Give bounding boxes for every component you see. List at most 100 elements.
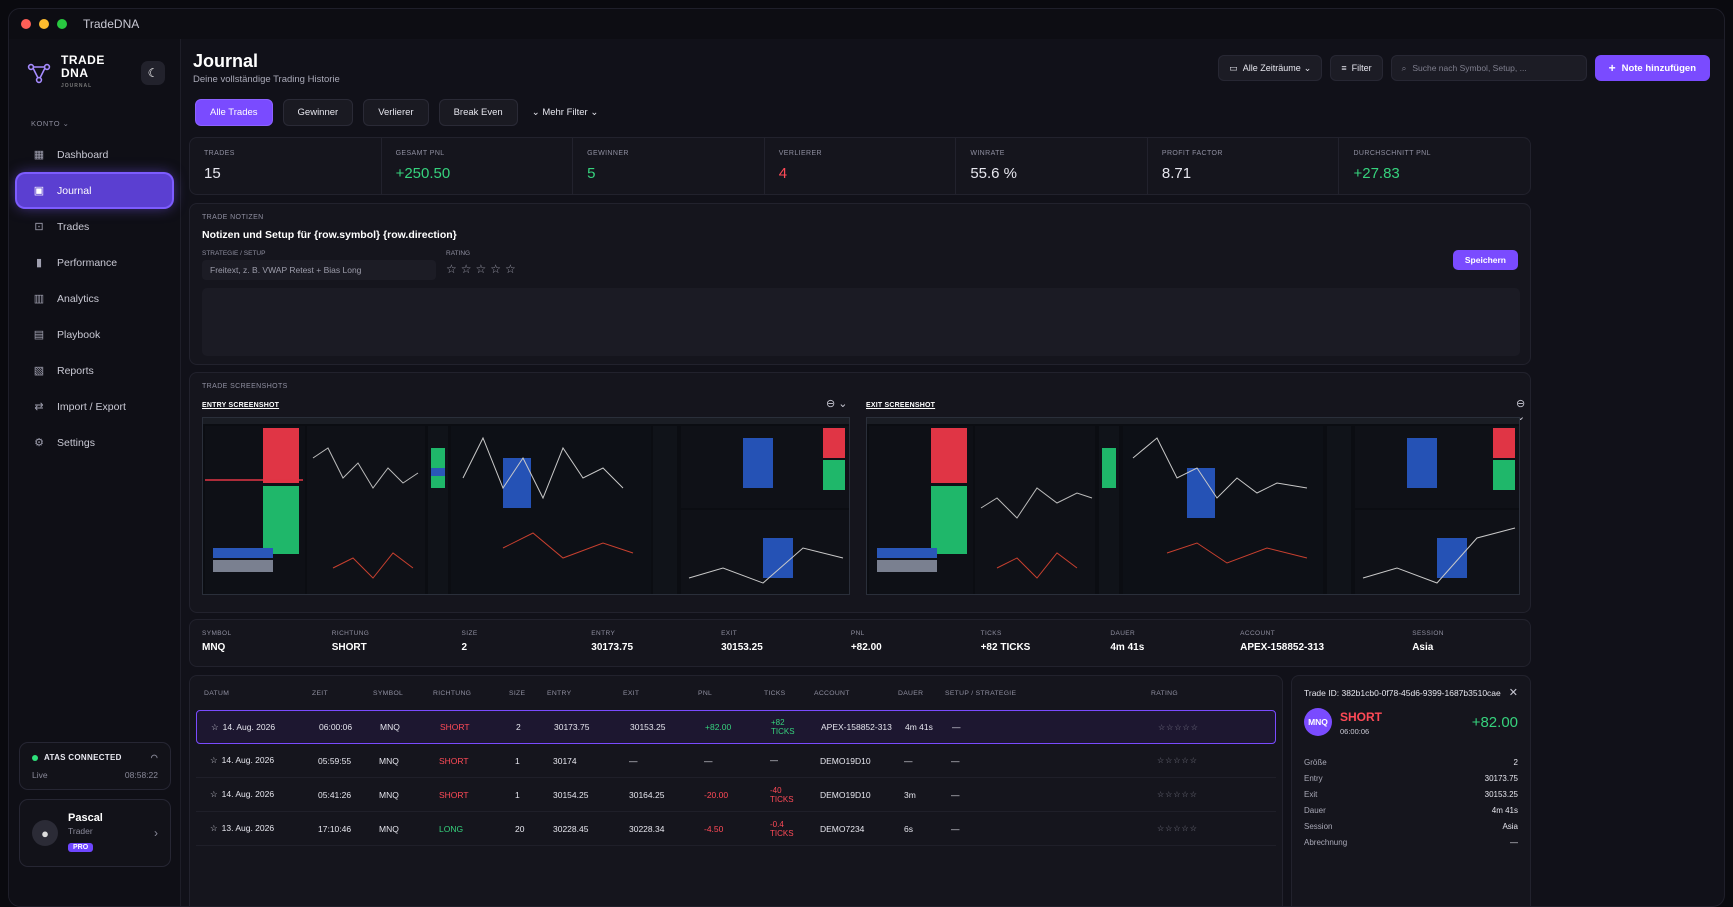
theme-toggle-button[interactable]: ☾ <box>141 61 165 85</box>
sidebar-item-import-export[interactable]: ⇄ Import / Export <box>17 390 172 423</box>
column-header[interactable]: DAUER <box>898 689 924 697</box>
header-toolbar: ▭ Alle Zeiträume ⌄ ≡ Filter ⌕ Suche nach Sym… <box>1218 55 1710 81</box>
column-header[interactable]: ENTRY <box>547 689 572 697</box>
page-title: Journal <box>193 51 259 71</box>
sidebar-item-trades[interactable]: ⊡ Trades <box>17 210 172 243</box>
summary-size: SIZE 2 <box>450 620 580 666</box>
column-header[interactable]: SETUP / STRATEGIE <box>945 689 1017 697</box>
ticks-unit: TICKS <box>770 794 794 804</box>
sidebar-item-journal[interactable]: ▣ Journal <box>17 174 172 207</box>
table-row[interactable]: ☆ 13. Aug. 2026 17:10:46 MNQ LONG 20 3022… <box>196 812 1276 846</box>
sidebar-item-performance[interactable]: ▮ Performance <box>17 246 172 279</box>
column-header[interactable]: ZEIT <box>312 689 328 697</box>
close-icon[interactable]: ✕ <box>1508 687 1518 699</box>
cell-time: 05:41:26 <box>318 789 352 800</box>
cell-exit: 30228.34 <box>629 823 665 834</box>
column-header[interactable]: SYMBOL <box>373 689 404 697</box>
filter-winners[interactable]: Gewinner <box>282 99 354 126</box>
exit-screenshot-image[interactable] <box>866 417 1520 595</box>
sidebar-item-reports[interactable]: ▧ Reports <box>17 354 172 387</box>
favorite-star-icon[interactable]: ☆ <box>210 755 218 765</box>
grid-icon: ▦ <box>33 149 45 161</box>
trade-direction: SHORT <box>1340 710 1382 724</box>
save-button[interactable]: Speichern <box>1452 250 1518 270</box>
screenshot-options-icon[interactable]: ⊖ ⌄ <box>826 398 848 410</box>
column-header[interactable]: TICKS <box>764 689 786 697</box>
column-header[interactable]: RICHTUNG <box>433 689 472 697</box>
cell-rating[interactable]: ☆☆☆☆☆ <box>1158 722 1199 732</box>
sidebar-item-label: Settings <box>57 436 95 449</box>
table-row[interactable]: ☆ 14. Aug. 2026 06:00:06 MNQ SHORT 2 3017… <box>196 710 1276 744</box>
column-header[interactable]: EXIT <box>623 689 640 697</box>
strategy-input[interactable]: Freitext, z. B. VWAP Retest + Bias Long <box>202 260 436 280</box>
cell-pnl: +82.00 <box>705 722 732 732</box>
connection-status: Live <box>32 770 48 780</box>
summary-label: RICHTUNG <box>331 630 370 637</box>
column-header[interactable]: PNL <box>698 689 713 697</box>
section-label-konto[interactable]: KONTO ⌄ <box>31 119 70 128</box>
sidebar-item-playbook[interactable]: ▤ Playbook <box>17 318 172 351</box>
title-bar: TradeDNA <box>9 9 1724 39</box>
strategy-label: STRATEGIE / SETUP <box>202 250 266 257</box>
filter-all-trades[interactable]: Alle Trades <box>195 99 273 126</box>
ticks-value: -0.4 <box>770 819 784 829</box>
add-note-button[interactable]: + Note hinzufügen <box>1594 55 1710 81</box>
cell-rating[interactable]: ☆☆☆☆☆ <box>1157 756 1198 765</box>
cell-duration: 4m 41s <box>905 722 933 732</box>
search-input[interactable]: ⌕ Suche nach Symbol, Setup, ... <box>1390 55 1587 81</box>
column-header[interactable]: DATUM <box>204 689 230 697</box>
filter-button[interactable]: ≡ Filter <box>1330 55 1383 81</box>
rating-stars[interactable]: ☆☆☆☆☆ <box>446 262 520 276</box>
table-row[interactable]: ☆ 14. Aug. 2026 05:41:26 MNQ SHORT 1 3015… <box>196 778 1276 812</box>
favorite-star-icon[interactable]: ☆ <box>211 721 219 732</box>
sidebar-item-analytics[interactable]: ▥ Analytics <box>17 282 172 315</box>
favorite-star-icon[interactable]: ☆ <box>210 789 218 799</box>
detail-value: 30153.25 <box>1484 790 1518 799</box>
cell-entry: 30173.75 <box>554 722 590 732</box>
notes-heading: Notizen und Setup für {row.symbol} {row.… <box>202 229 457 241</box>
sidebar-item-dashboard[interactable]: ▦ Dashboard <box>17 138 172 171</box>
detail-key: Abrechnung <box>1304 838 1348 847</box>
trade-time: 06:00:06 <box>1340 727 1370 736</box>
cell-duration: 3m <box>904 789 916 800</box>
detail-value: 30173.75 <box>1484 774 1518 783</box>
filter-icon: ≡ <box>1341 63 1347 73</box>
ticks-value: — <box>770 756 778 765</box>
column-header[interactable]: RATING <box>1151 689 1178 697</box>
cell-rating[interactable]: ☆☆☆☆☆ <box>1157 790 1198 799</box>
detail-value: 4m 41s <box>1491 806 1518 815</box>
more-filters-dropdown[interactable]: ⌄ Mehr Filter ⌄ <box>531 107 599 118</box>
plus-icon: + <box>1608 61 1616 75</box>
minimize-window-button[interactable] <box>39 19 49 29</box>
search-icon: ⌕ <box>1401 62 1407 73</box>
stat-profit-factor: PROFIT FACTOR 8.71 <box>1148 138 1340 194</box>
favorite-star-icon[interactable]: ☆ <box>210 823 218 833</box>
sidebar-item-settings[interactable]: ⚙ Settings <box>17 426 172 459</box>
cell-size: 1 <box>515 789 520 800</box>
table-row[interactable]: ☆ 14. Aug. 2026 05:59:55 MNQ SHORT 1 3017… <box>196 744 1276 778</box>
exit-screenshot-label: EXIT SCREENSHOT <box>866 402 936 409</box>
entry-screenshot-image[interactable] <box>202 417 850 595</box>
date-range-dropdown[interactable]: ▭ Alle Zeiträume ⌄ <box>1218 55 1323 81</box>
user-card[interactable]: ● Pascal Trader PRO › <box>19 799 171 867</box>
filter-break-even[interactable]: Break Even <box>438 99 518 126</box>
selected-trade-summary: SYMBOL MNQ RICHTUNG SHORT SIZE 2 ENTRY 30173… <box>189 619 1531 667</box>
stats-bar: TRADES 15 GESAMT PNL +250.50 GEWINNER 5 VER… <box>189 137 1531 195</box>
brand-logo[interactable]: TRADE DNA JOURNAL <box>9 39 180 101</box>
column-header[interactable]: SIZE <box>509 689 526 697</box>
filter-losers[interactable]: Verlierer <box>363 99 429 126</box>
close-window-button[interactable] <box>21 19 31 29</box>
summary-value: MNQ <box>202 642 226 653</box>
screenshot-options-icon[interactable]: ⊖ ⌄ <box>1516 398 1526 423</box>
cell-rating[interactable]: ☆☆☆☆☆ <box>1157 824 1198 833</box>
cell-entry: 30174 <box>553 755 577 766</box>
calendar-icon: ▭ <box>1229 62 1238 73</box>
column-header[interactable]: ACCOUNT <box>814 689 850 697</box>
cell-size: 2 <box>516 722 521 732</box>
maximize-window-button[interactable] <box>57 19 67 29</box>
notes-textarea[interactable] <box>202 288 1520 356</box>
cell-setup: — <box>951 823 960 834</box>
stat-value: 5 <box>587 165 596 182</box>
wifi-icon: ◠ <box>150 753 158 762</box>
summary-label: DAUER <box>1110 630 1136 637</box>
